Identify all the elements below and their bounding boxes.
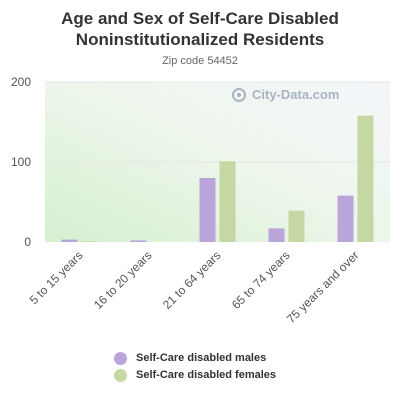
y-tick-label: 100 <box>11 155 31 169</box>
legend-label-males: Self-Care disabled males <box>136 352 267 364</box>
bar-females <box>288 210 305 242</box>
x-tick-label: 65 to 74 years <box>229 248 293 312</box>
bar-males <box>130 240 147 242</box>
bars <box>61 115 374 242</box>
legend-swatch-males <box>114 351 127 365</box>
x-tick-label: 5 to 15 years <box>27 248 86 307</box>
watermark: City-Data.com <box>232 87 339 102</box>
bar-males <box>337 195 354 242</box>
legend-item-females: Self-Care disabled females <box>114 367 276 383</box>
legend-label-females: Self-Care disabled females <box>136 369 277 381</box>
magnifier-icon <box>232 87 246 102</box>
y-tick-label: 0 <box>24 235 31 249</box>
x-tick-label: 16 to 20 years <box>91 248 155 312</box>
chart-title: Age and Sex of Self-Care Disabled Nonins… <box>0 8 400 50</box>
bar-females <box>357 115 374 242</box>
title-line-2: Noninstitutionalized Residents <box>75 30 325 49</box>
watermark-text: City-Data.com <box>252 87 340 102</box>
x-tick-label: 75 years and over <box>284 248 362 326</box>
chart-subtitle: Zip code 54452 <box>162 55 238 67</box>
title-line-1: Age and Sex of Self-Care Disabled <box>61 9 339 28</box>
bar-males <box>199 178 216 242</box>
bar-females <box>81 241 98 242</box>
legend-swatch-females <box>114 368 127 382</box>
bar-females <box>219 161 236 242</box>
x-axis-ticks: 5 to 15 years 16 to 20 years 21 to 64 year… <box>27 248 362 326</box>
x-tick-label: 21 to 64 years <box>160 248 224 312</box>
y-tick-label: 200 <box>11 75 31 89</box>
legend: Self-Care disabled males Self-Care disab… <box>114 350 276 384</box>
y-axis-ticks: 0 100 200 <box>11 75 31 249</box>
legend-item-males: Self-Care disabled males <box>114 350 276 366</box>
bar-males <box>268 228 285 242</box>
grid-lines <box>45 81 390 163</box>
bar-males <box>61 239 78 242</box>
